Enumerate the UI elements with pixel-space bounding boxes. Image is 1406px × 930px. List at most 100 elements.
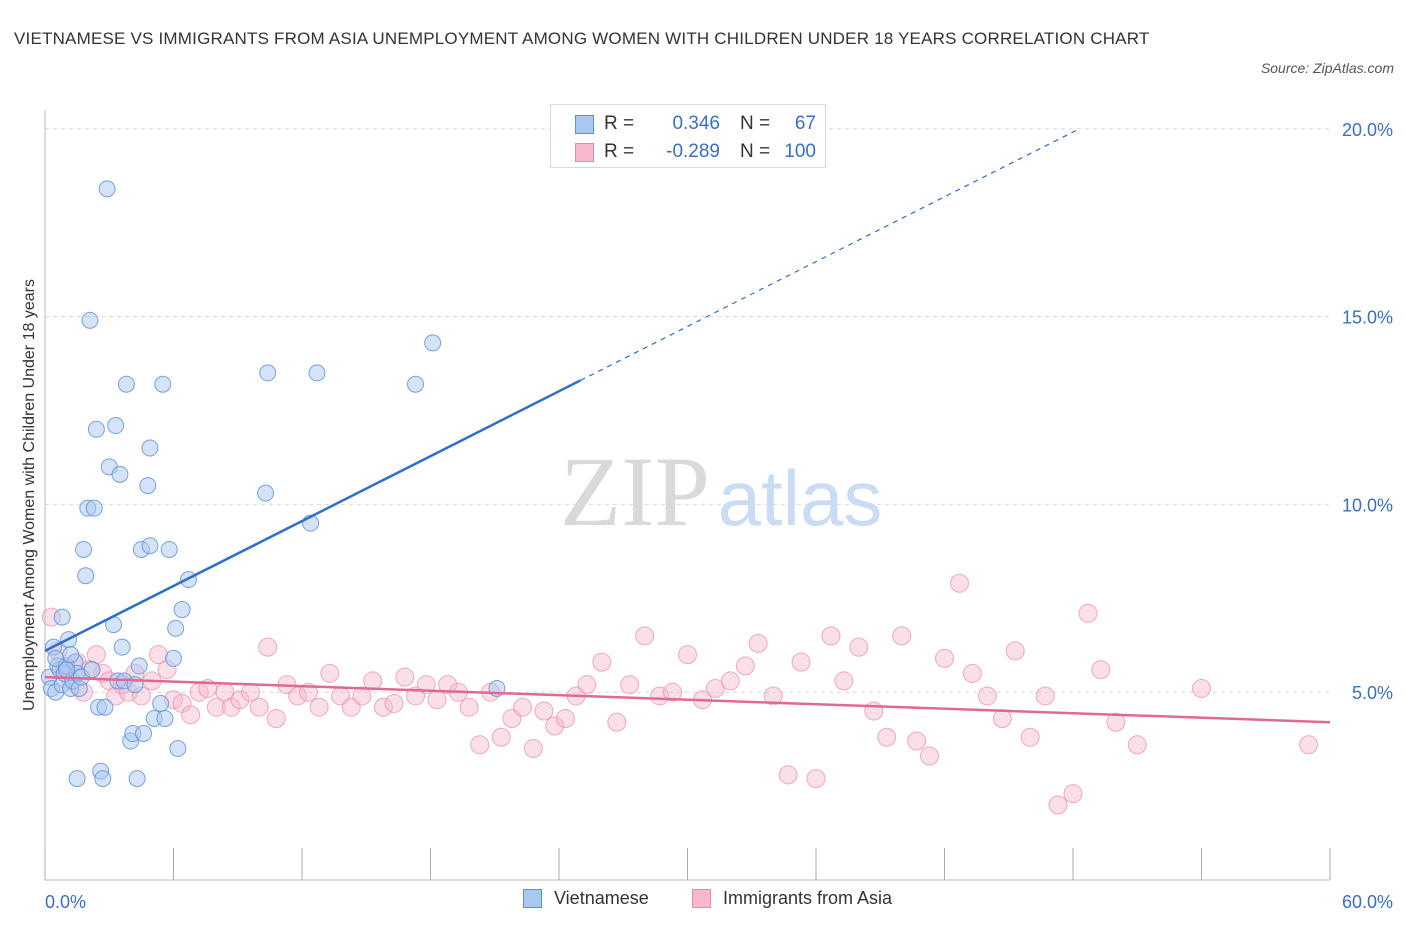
asia-point	[834, 671, 854, 691]
asia-point	[309, 697, 329, 717]
watermark-zip: ZIP	[560, 436, 710, 547]
asia-point	[705, 678, 725, 698]
asia-point	[977, 686, 997, 706]
asia-point	[663, 682, 683, 702]
y-tick-label: 15.0%	[1342, 308, 1393, 328]
r-label: R =	[604, 141, 635, 162]
asia-point	[1299, 735, 1319, 755]
vietnamese-point	[68, 770, 86, 788]
vietnamese-point	[165, 649, 182, 667]
asia-point	[438, 675, 458, 695]
vietnamese-point	[96, 698, 114, 716]
legend-item-asia: Immigrants from Asia	[692, 888, 892, 909]
vietnamese-point	[81, 311, 99, 329]
vietnamese-point	[85, 499, 103, 517]
asia-point	[491, 727, 511, 747]
asia-point	[1020, 727, 1040, 747]
asia-point	[620, 675, 640, 695]
asia-point	[373, 697, 393, 717]
vietnamese-point	[152, 694, 170, 712]
y-axis-label: Unemployment Among Women with Children U…	[21, 279, 38, 711]
vietnamese-point	[111, 465, 129, 483]
asia-point	[849, 637, 869, 657]
asia-point	[735, 656, 755, 676]
asia-point	[427, 690, 447, 710]
tick-labels: 5.0% 10.0% 15.0% 20.0% 0.0% 60.0%	[45, 120, 1393, 912]
vietnamese-point	[169, 740, 187, 758]
asia-point	[962, 663, 982, 683]
vietnamese-point	[156, 709, 174, 727]
legend-row-vietnamese: R = 0.346 N = 67	[575, 112, 816, 136]
vietnamese-point	[94, 770, 112, 788]
vietnamese-point	[107, 417, 125, 435]
asia-point	[778, 765, 798, 785]
legend-row-asia: R = -0.289 N = 100	[575, 140, 816, 164]
correlation-legend: R = 0.346 N = 67 R = -0.289 N = 100	[550, 104, 826, 168]
y-tick-label: 20.0%	[1342, 120, 1393, 140]
asia-point	[1048, 795, 1068, 815]
vietnamese-point	[87, 420, 105, 438]
asia-point	[678, 645, 697, 665]
asia-point	[1192, 678, 1211, 698]
vietnamese-point	[53, 608, 71, 626]
vietnamese-point	[141, 439, 159, 457]
vietnamese-point	[167, 619, 185, 637]
vietnamese-point	[77, 567, 95, 585]
gridlines	[45, 128, 1330, 693]
vietnamese-point	[407, 375, 425, 393]
asia-point	[249, 697, 269, 717]
asia-point	[1063, 784, 1083, 804]
asia-point	[635, 626, 655, 646]
asia-point	[607, 712, 627, 732]
asia-point	[320, 663, 340, 683]
watermark-atlas: atlas	[718, 454, 883, 542]
vietnamese-point	[75, 540, 93, 558]
asia-point	[1005, 641, 1025, 661]
vietnamese-point	[308, 364, 326, 382]
series-immigrants-from-asia	[41, 573, 1319, 815]
asia-point	[806, 769, 826, 789]
asia-point	[523, 739, 543, 759]
asia-point	[763, 686, 783, 706]
asia-point	[545, 716, 565, 736]
n-value: 67	[794, 113, 816, 134]
y-tick-label: 5.0%	[1352, 683, 1393, 703]
asia-point	[206, 697, 226, 717]
r-value: 0.346	[672, 113, 720, 134]
trend-lines	[44, 128, 1331, 724]
asia-point	[650, 686, 670, 706]
asia-point	[892, 626, 912, 646]
series-legend: Vietnamese Immigrants from Asia	[0, 888, 1406, 916]
vietnamese-trend-extension	[580, 128, 1080, 381]
asia-point	[459, 697, 479, 717]
source-note: Source: ZipAtlas.com	[1260, 60, 1394, 76]
asia-point	[384, 693, 404, 713]
asia-point	[181, 705, 201, 725]
vietnamese-point	[259, 364, 277, 382]
asia-point	[1078, 603, 1098, 623]
watermark: ZIP atlas	[560, 436, 882, 547]
y-tick-label: 10.0%	[1342, 495, 1393, 515]
asia-point	[821, 626, 841, 646]
vietnamese-point	[47, 649, 65, 667]
vietnamese-point	[424, 334, 442, 352]
asia-point	[1127, 735, 1147, 755]
asia-point	[352, 686, 372, 706]
asia-point	[470, 735, 490, 755]
x-tick-label: 60.0%	[1342, 892, 1393, 912]
asia-point	[935, 648, 954, 668]
vietnamese-legend-swatch	[523, 889, 542, 908]
asia-point	[920, 746, 940, 766]
asia-point	[513, 697, 533, 717]
chart-title: VIETNAMESE VS IMMIGRANTS FROM ASIA UNEMP…	[14, 29, 1150, 48]
vietnamese-point	[83, 661, 101, 679]
asia-point	[877, 727, 897, 747]
asia-point	[395, 667, 415, 687]
asia-point	[720, 671, 740, 691]
axes	[44, 110, 1331, 881]
legend-label-vietnamese: Vietnamese	[554, 888, 649, 908]
asia-point	[230, 690, 250, 710]
vietnamese-point	[139, 477, 157, 495]
asia-point	[534, 701, 554, 721]
